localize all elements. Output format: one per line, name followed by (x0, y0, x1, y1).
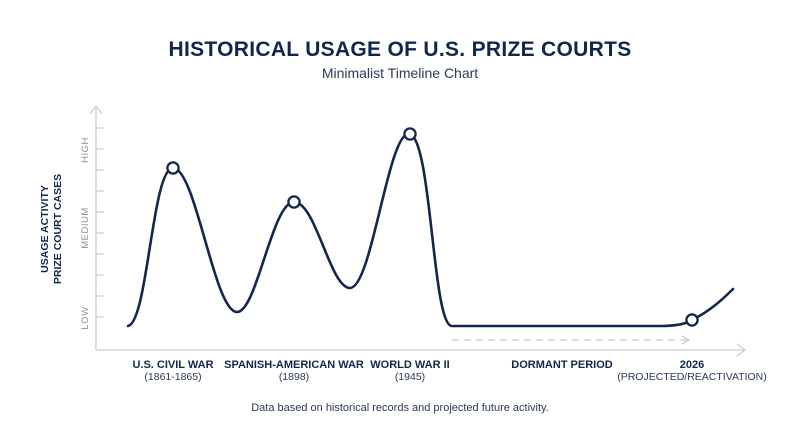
chart-title: HISTORICAL USAGE OF U.S. PRIZE COURTS (168, 38, 631, 61)
y-axis-ticks (96, 127, 104, 318)
dormant-arrow-icon (681, 335, 691, 345)
event-label-2026: 2026 (680, 359, 704, 371)
marker-world-war-ii (403, 127, 417, 141)
ytick-high: HIGH (80, 137, 91, 163)
event-label-world-war-ii: WORLD WAR II (370, 359, 449, 371)
event-label-dormant-period: DORMANT PERIOD (511, 359, 613, 371)
chart-footnote: Data based on historical records and pro… (251, 402, 549, 414)
marker-civil-war (166, 161, 180, 175)
y-axis-label-line2: PRIZE COURT CASES (52, 174, 64, 284)
y-axis-label-line1: USAGE ACTIVITY (39, 185, 51, 273)
ytick-low: LOW (80, 306, 91, 329)
event-label-civil-war: U.S. CIVIL WAR (132, 359, 213, 371)
event-label-spanish-american-war: SPANISH-AMERICAN WAR (224, 359, 364, 371)
x-axis-arrow-icon (736, 343, 747, 357)
usage-series-line (126, 132, 735, 328)
marker-2026 (685, 313, 699, 327)
event-sublabel-civil-war: (1861-1865) (144, 371, 201, 383)
event-sublabel-spanish-american-war: (1898) (279, 371, 309, 383)
event-sublabel-world-war-ii: (1945) (395, 371, 425, 383)
marker-spanish-american-war (287, 195, 301, 209)
chart-subtitle: Minimalist Timeline Chart (322, 65, 478, 81)
y-axis-arrow-icon (89, 104, 103, 115)
event-sublabel-2026: (PROJECTED/REACTIVATION) (617, 371, 767, 383)
ytick-medium: MEDIUM (80, 207, 91, 249)
